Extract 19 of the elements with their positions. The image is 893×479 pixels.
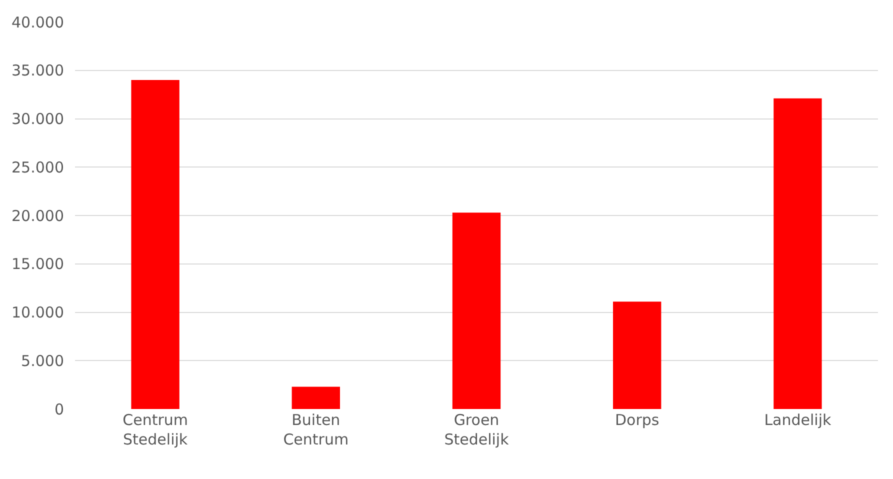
x-tick-label: Buiten Centrum — [283, 411, 349, 448]
x-tick-label: Dorps — [614, 411, 660, 429]
bar — [613, 302, 662, 409]
x-tick-label: Centrum Stedelijk — [122, 411, 188, 448]
y-tick-label: 25.000 — [12, 158, 64, 176]
x-tick-label: Landelijk — [764, 411, 832, 429]
x-tick-label: Groen Stedelijk — [444, 411, 510, 448]
bar — [452, 212, 501, 409]
y-tick-label: 10.000 — [12, 304, 64, 322]
y-tick-label: 0 — [54, 400, 64, 418]
y-tick-label: 15.000 — [12, 255, 64, 274]
y-tick-label: 20.000 — [12, 206, 64, 225]
y-tick-label: 5.000 — [21, 352, 64, 370]
bar — [774, 98, 822, 409]
y-tick-label: 30.000 — [12, 110, 64, 128]
bar — [131, 80, 180, 409]
y-tick-label: 35.000 — [12, 62, 64, 80]
y-tick-label: 40.000 — [12, 13, 64, 32]
bar — [292, 386, 340, 409]
